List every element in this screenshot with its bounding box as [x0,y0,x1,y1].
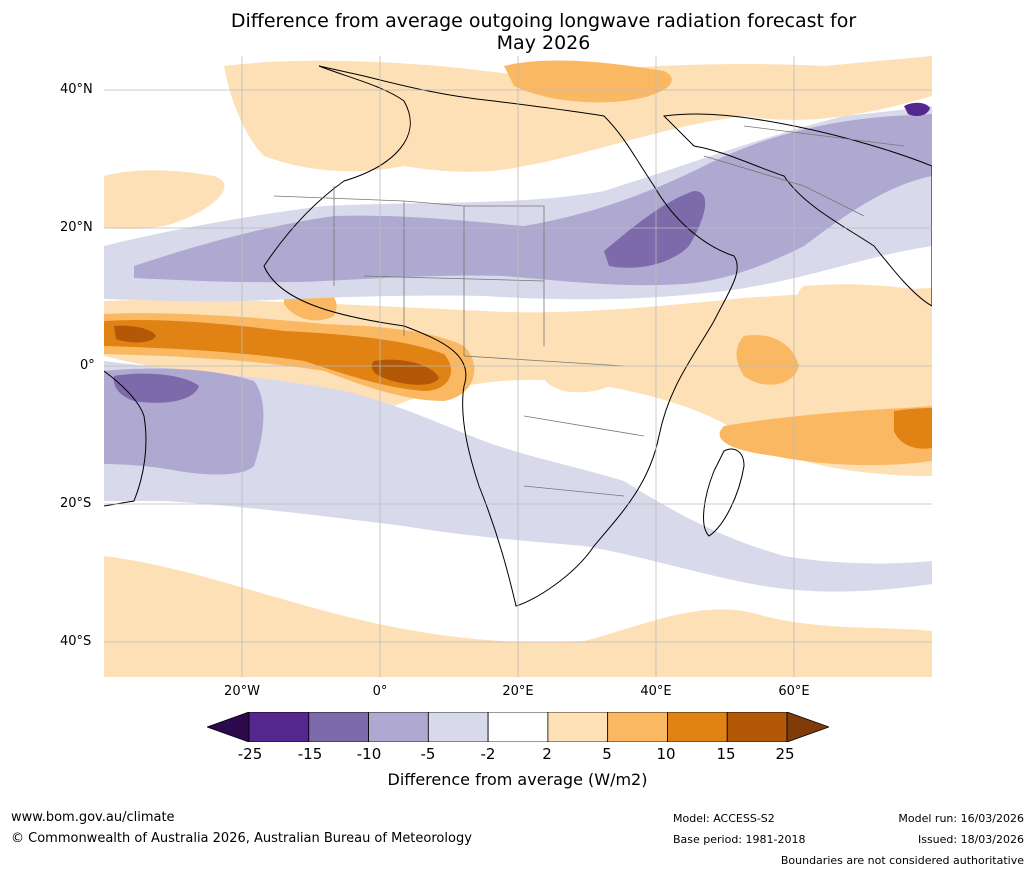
graticule [104,56,932,677]
model-name: Model: ACCESS-S2 [673,812,775,825]
issued-date: Issued: 18/03/2026 [917,833,1024,846]
colorbar-extend-max [786,712,829,742]
colorbar-cell [308,712,369,742]
lon-label-20w: 20°W [224,684,260,699]
lat-label-40s: 40°S [60,634,92,649]
colorbar-label: Difference from average (W/m2) [387,770,648,789]
country-borders [273,125,905,497]
colorbar-cell [487,712,549,742]
colorbar-cell [607,712,668,742]
anomaly-fill-minus15-to-minus10 [113,191,706,403]
title-line-2: May 2026 [496,32,591,54]
boundaries-disclaimer: Boundaries are not considered authoritat… [780,854,1024,867]
colorbar-tick: 5 [602,745,612,763]
colorbar-tick: -15 [297,745,323,763]
lon-label-60e: 60°E [778,684,810,699]
lat-label-40n: 40°N [60,82,93,97]
coastlines [104,65,932,607]
anomaly-fill-10-to-15 [104,320,932,449]
lat-label-20s: 20°S [60,496,92,511]
map-canvas [104,56,932,677]
map-title: Difference from average outgoing longwav… [0,10,1035,54]
lon-label-0: 0° [372,684,388,699]
colorbar-tick: 2 [542,745,552,763]
model-run: Model run: 16/03/2026 [898,812,1024,825]
colorbar-extend-min [207,712,250,742]
colorbar-tick: -10 [356,745,382,763]
anomaly-map [104,56,932,677]
anomaly-fill-minus25-to-minus15 [904,102,930,116]
colorbar-tick: 10 [656,745,676,763]
lat-label-0: 0° [80,358,95,373]
colorbar-cell [248,712,310,742]
lat-label-20n: 20°N [60,220,93,235]
colorbar-tick: 15 [716,745,736,763]
base-period: Base period: 1981-2018 [673,833,806,846]
lon-label-40e: 40°E [640,684,672,699]
colorbar-cell [547,712,609,742]
colorbar-cell [726,712,788,742]
colorbar-cell [368,712,429,742]
colorbar [207,712,829,742]
colorbar-tick: -25 [237,745,263,763]
lon-label-20e: 20°E [502,684,534,699]
colorbar-cell [667,712,728,742]
colorbar-tick: -2 [480,745,496,763]
website-link[interactable]: www.bom.gov.au/climate [11,810,175,825]
copyright-text: © Commonwealth of Australia 2026, Austra… [11,831,472,846]
colorbar-tick: -5 [420,745,436,763]
colorbar-tick: 25 [775,745,795,763]
title-line-1: Difference from average outgoing longwav… [230,10,857,32]
colorbar-cell [427,712,489,742]
